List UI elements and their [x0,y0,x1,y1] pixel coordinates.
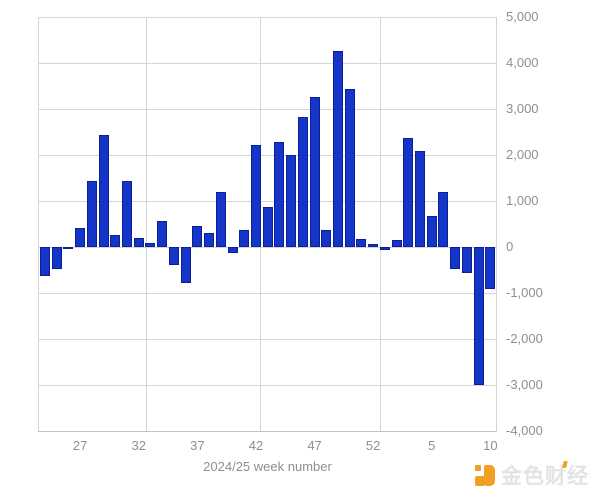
bar-week-6 [438,191,449,247]
gridline-horizontal [38,109,497,110]
gridline-horizontal [38,339,497,340]
gridline-horizontal [38,63,497,64]
bar-week-33 [145,243,156,247]
bar-week-40 [227,247,238,253]
bar-week-25 [51,247,62,270]
y-axis-label: -2,000 [506,331,543,346]
bar-week-27 [75,227,86,247]
gridline-horizontal [38,155,497,156]
x-axis-label: 47 [307,438,322,453]
y-axis-label: 2,000 [506,147,539,162]
bar-week-3 [403,137,414,247]
logo-square-big [475,476,485,486]
x-axis-label: 5 [428,438,436,453]
y-axis-label: 4,000 [506,55,539,70]
bar-week-1 [379,247,390,251]
bar-week-46 [297,116,308,247]
bar-week-2 [391,240,402,247]
logo-square-small [475,465,481,471]
plot-area [38,17,497,432]
bar-week-43 [262,206,273,247]
bar-week-48 [321,229,332,247]
y-axis-label: -4,000 [506,423,543,438]
x-axis-label: 32 [131,438,146,453]
bar-week-24 [40,247,50,276]
bar-week-30 [110,235,121,247]
gridline-horizontal [38,247,497,248]
x-axis-title: 2024/25 week number [203,459,332,474]
bar-week-49 [333,51,343,247]
y-axis-label: -1,000 [506,285,543,300]
jinse-finance-logo-icon [475,464,495,486]
gridline-vertical [496,17,497,431]
bar-week-5 [426,215,437,247]
bar-week-34 [157,221,168,247]
bar-week-31 [122,181,133,247]
bar-week-50 [344,88,355,247]
bar-week-35 [168,247,179,265]
bar-week-45 [286,155,297,247]
bar-week-9 [473,247,484,385]
bar-week-52 [368,243,379,247]
bar-week-38 [204,233,215,247]
bar-week-36 [180,247,191,283]
logo-j-shape [484,465,495,486]
bar-week-26 [63,247,74,249]
bar-week-51 [356,238,367,247]
y-axis-label: 3,000 [506,101,539,116]
gridline-horizontal [38,17,497,18]
x-axis-label: 27 [72,438,88,453]
y-axis-label: 5,000 [506,9,539,24]
bar-week-10 [485,247,496,289]
gridline-horizontal [38,431,497,432]
y-axis-label: 1,000 [506,193,539,208]
bar-week-44 [274,142,285,247]
bar-week-4 [415,150,426,247]
watermark-brand-text: 金色财经 [501,460,589,490]
bar-week-32 [133,237,144,247]
x-axis-label: 37 [190,438,205,453]
x-axis-label: 42 [248,438,264,453]
bar-week-29 [98,135,109,247]
y-axis-label: 0 [506,239,514,254]
gridline-vertical [380,17,381,431]
gridline-vertical [38,17,39,431]
bar-week-41 [239,229,250,247]
gridline-horizontal [38,201,497,202]
gridline-vertical [146,17,147,431]
gridline-horizontal [38,293,497,294]
x-axis-label: 10 [483,438,498,453]
y-axis-label: -3,000 [506,377,543,392]
watermark: 金色财经 [475,460,589,490]
x-axis-label: 52 [365,438,381,453]
bar-week-42 [250,144,261,247]
bar-week-39 [215,191,226,247]
bar-week-28 [86,181,97,247]
bar-week-37 [192,225,203,247]
bar-week-8 [461,247,472,274]
bar-week-7 [450,247,461,270]
gridline-horizontal [38,385,497,386]
bar-week-47 [309,96,320,247]
